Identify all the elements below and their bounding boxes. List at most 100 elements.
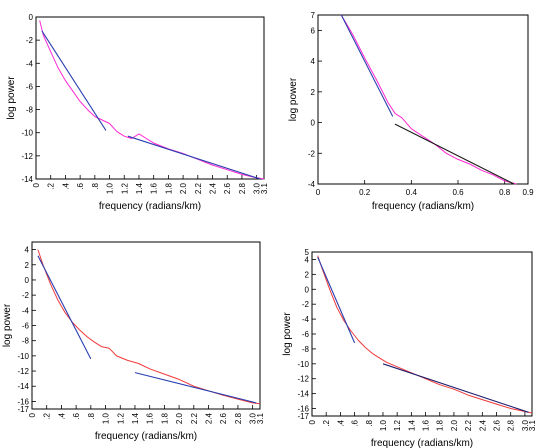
x-tick-label: 2.2 [194, 182, 203, 194]
x-tick-label: .6 [76, 182, 85, 189]
y-tick-label: -8 [26, 106, 34, 115]
y-tick-label: -17 [297, 412, 309, 421]
spectrum-line [37, 249, 261, 405]
x-tick-label: 2.8 [238, 182, 247, 194]
y-tick-label: -2 [22, 291, 30, 300]
x-tick-label: 0 [28, 412, 37, 417]
y-tick-label: -4 [26, 59, 34, 68]
x-tick-label: 1.4 [135, 182, 144, 194]
fit-line-1 [37, 255, 92, 360]
x-tick-label: 3.1 [528, 419, 537, 431]
x-tick-label: .8 [87, 412, 96, 419]
y-tick-label: -4 [308, 180, 316, 189]
x-tick-label: 1.2 [116, 412, 125, 424]
fit-line-1 [340, 14, 394, 117]
x-tick-label: 0 [316, 188, 321, 197]
spectrum-line [317, 255, 533, 414]
y-tick-label: 0 [29, 13, 34, 22]
x-tick-label: 2.0 [179, 182, 188, 194]
x-tick-label: 1.0 [102, 412, 111, 424]
x-tick-label: 0 [32, 182, 41, 187]
y-tick-label: -12 [17, 367, 29, 376]
plot-frame [35, 16, 265, 180]
y-tick-label: 6 [311, 26, 316, 35]
x-tick-label: .6 [72, 412, 81, 419]
y-tick-label: -16 [297, 405, 309, 414]
x-tick-label: 2.4 [478, 419, 487, 431]
y-axis-label: log power [6, 76, 17, 120]
x-tick-label: .4 [57, 412, 66, 419]
y-tick-label: -14 [297, 390, 309, 399]
x-tick-label: 3.0 [253, 182, 262, 194]
y-tick-label: 0 [305, 285, 310, 294]
y-tick-label: 4 [305, 255, 310, 264]
y-tick-label: -4 [22, 306, 30, 315]
fit-line-1 [41, 30, 107, 131]
x-tick-label: 1.8 [160, 412, 169, 424]
chart-panel-1: 0-2-4-6-8-10-12-140.2.4.6.8 1.0 1.2 1.4 1.6 1… [6, 13, 269, 212]
x-tick-label: 2.6 [493, 419, 502, 431]
plot-frame [31, 241, 261, 410]
x-tick-label: .2 [47, 182, 56, 189]
y-tick-label: -2 [302, 300, 310, 309]
x-tick-label: 1.6 [150, 182, 159, 194]
x-axis-label: frequency (radians/km) [99, 201, 201, 212]
x-tick-label: 2.6 [223, 182, 232, 194]
x-tick-label: 1.8 [436, 419, 445, 431]
x-tick-label: 2.6 [219, 412, 228, 424]
y-tick-label: -14 [21, 175, 33, 184]
x-tick-label: 1.4 [131, 412, 140, 424]
x-axis-label: frequency (radians/km) [371, 438, 473, 448]
x-tick-label: 0.6 [452, 188, 464, 197]
y-tick-label: -12 [21, 152, 33, 161]
y-tick-label: 0 [311, 119, 316, 128]
x-axis-label: frequency (radians/km) [372, 201, 474, 212]
x-tick-label: 1.2 [393, 419, 402, 431]
x-tick-label: 3.0 [521, 419, 530, 431]
fit-line-2 [134, 372, 257, 404]
x-tick-label: 0.4 [406, 188, 418, 197]
x-tick-label: .6 [351, 419, 360, 426]
x-tick-label: .8 [91, 182, 100, 189]
x-tick-label: 2.2 [190, 412, 199, 424]
y-tick-label: -14 [17, 382, 29, 391]
x-tick-label: 3.0 [249, 412, 258, 424]
x-tick-label: 0 [308, 419, 317, 424]
y-tick-label: -6 [302, 330, 310, 339]
x-tick-label: 1.6 [422, 419, 431, 431]
y-tick-label: 0 [25, 276, 30, 285]
y-tick-label: -16 [17, 397, 29, 406]
y-tick-label: 2 [311, 88, 316, 97]
fit-line-2 [382, 363, 529, 413]
x-tick-label: .4 [336, 419, 345, 426]
chart-panel-3: 420-2-4-6-8-10-12-14-16-170.2.4.6.8 1.0 1.… [2, 241, 265, 442]
x-tick-label: .8 [365, 419, 374, 426]
x-tick-label: 1.0 [379, 419, 388, 431]
spectrum-line [39, 20, 265, 180]
x-tick-label: 1.0 [106, 182, 115, 194]
fit-line-1 [317, 256, 356, 344]
y-tick-label: -4 [302, 315, 310, 324]
x-tick-label: 2.8 [507, 419, 516, 431]
x-tick-label: 2.0 [450, 419, 459, 431]
x-tick-label: .2 [322, 419, 331, 426]
y-tick-label: -2 [308, 149, 316, 158]
y-tick-label: -2 [26, 36, 34, 45]
x-tick-label: 2.4 [209, 182, 218, 194]
x-tick-label: 1.8 [164, 182, 173, 194]
y-tick-label: 2 [25, 261, 30, 270]
y-tick-label: 4 [25, 246, 30, 255]
x-tick-label: 1.6 [146, 412, 155, 424]
x-tick-label: 2.4 [205, 412, 214, 424]
plot-frame [311, 251, 533, 417]
y-tick-label: 2 [305, 270, 310, 279]
fit-line-2 [127, 135, 261, 180]
x-tick-label: 3.1 [260, 182, 269, 194]
x-tick-label: 1.4 [407, 419, 416, 431]
y-tick-label: 4 [311, 57, 316, 66]
x-axis-label: frequency (radians/km) [95, 431, 197, 442]
plot-frame [317, 14, 529, 185]
x-tick-label: 3.1 [256, 412, 265, 424]
